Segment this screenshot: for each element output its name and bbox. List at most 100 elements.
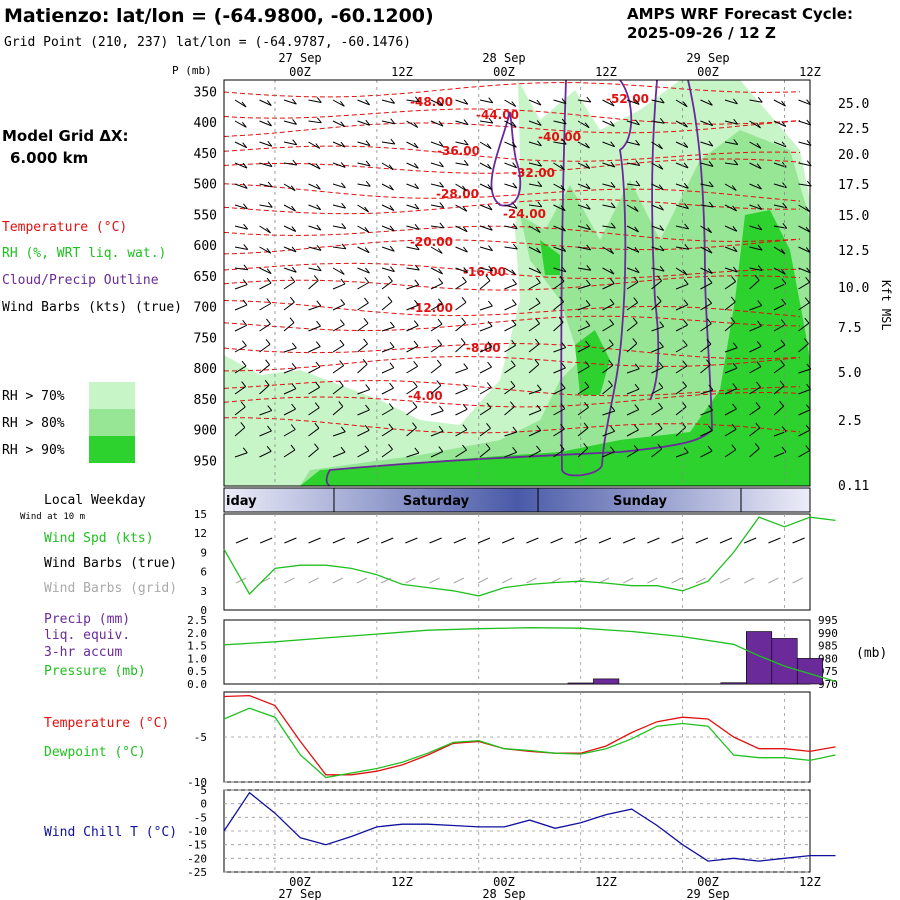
temperature-contour bbox=[223, 391, 801, 408]
wind-barb-true bbox=[719, 537, 733, 544]
wind-barb bbox=[479, 162, 492, 170]
wind-barb-feather bbox=[365, 180, 371, 187]
wind-chill-tick: 0 bbox=[200, 798, 207, 811]
wind-barb-feather bbox=[756, 361, 762, 368]
wind-barb-feather bbox=[534, 338, 540, 345]
wind-barb bbox=[577, 141, 590, 149]
pressure-tick: 750 bbox=[194, 331, 217, 346]
wind-barb bbox=[234, 183, 248, 189]
wind-barb bbox=[724, 267, 738, 273]
wind-barb bbox=[357, 429, 370, 437]
wind-barb-feather bbox=[316, 224, 322, 231]
wind-barb-grid bbox=[332, 577, 344, 584]
wind-barb-grid bbox=[284, 577, 295, 584]
wind-barb bbox=[283, 322, 295, 332]
wind-barb bbox=[332, 385, 344, 395]
wind-barb bbox=[430, 99, 443, 107]
wind-barb-true bbox=[429, 537, 442, 544]
wind-barb-feather bbox=[365, 140, 371, 146]
wind-barb-feather bbox=[534, 359, 540, 365]
wind-barb bbox=[430, 120, 444, 127]
wind-barb bbox=[749, 183, 762, 190]
wind-barb bbox=[724, 347, 738, 353]
wind-barb-feather bbox=[659, 341, 664, 348]
wind-barb bbox=[602, 120, 615, 127]
wind-barb-true bbox=[235, 537, 249, 544]
wind-barb-feather bbox=[561, 138, 567, 145]
wind-barb bbox=[381, 346, 395, 353]
wind-barb-true bbox=[671, 537, 684, 544]
wind-barb bbox=[528, 409, 542, 416]
wind-barb bbox=[773, 283, 787, 290]
wind-barb-feather bbox=[634, 363, 640, 370]
wind-barb bbox=[651, 300, 662, 311]
wind-barb-feather bbox=[463, 119, 469, 125]
wind-barb-feather bbox=[781, 298, 786, 305]
wind-barb bbox=[479, 183, 492, 190]
wind-barb bbox=[626, 368, 640, 374]
temperature-contour bbox=[223, 82, 801, 98]
rh-90-region bbox=[540, 240, 560, 275]
temperature-legend-2: Temperature (°C) bbox=[44, 716, 169, 731]
wind-barb-feather bbox=[511, 121, 517, 128]
wind-barb-feather bbox=[733, 118, 739, 125]
wind-barb bbox=[357, 389, 370, 395]
wind-barb-feather bbox=[365, 384, 371, 390]
wind-barb bbox=[749, 448, 760, 458]
wind-barb bbox=[357, 363, 368, 374]
wind-barb bbox=[406, 162, 419, 169]
wind-barb-feather bbox=[387, 296, 393, 302]
wind-barb bbox=[455, 449, 467, 458]
wind-barb-feather bbox=[389, 245, 395, 252]
wind-barb-feather bbox=[683, 299, 689, 306]
pressure-tick: 950 bbox=[194, 454, 217, 469]
wind-barb-true bbox=[792, 537, 805, 544]
wind-barb-feather bbox=[242, 447, 248, 454]
wind-barb bbox=[357, 183, 371, 187]
wind-barb-feather bbox=[290, 444, 296, 451]
wind-barb-feather bbox=[632, 317, 638, 324]
wind-barb-feather bbox=[732, 362, 738, 369]
wind-barb-feather bbox=[289, 317, 295, 323]
wind-barb-feather bbox=[585, 340, 590, 347]
wind-barb-feather bbox=[683, 142, 689, 148]
wind-barb bbox=[332, 225, 346, 229]
bottom-date-label: 27 Sep bbox=[278, 887, 321, 900]
wind-barb-feather bbox=[635, 180, 641, 187]
wind-barb bbox=[259, 120, 272, 127]
wind-barb bbox=[724, 225, 738, 232]
wind-barb-feather bbox=[733, 159, 739, 166]
wind-barb bbox=[577, 284, 591, 290]
wind-barb bbox=[553, 99, 567, 105]
wind-barb-feather bbox=[559, 444, 565, 450]
hour-label: 00Z bbox=[697, 875, 719, 889]
wind-barb-feather bbox=[757, 183, 762, 190]
panel-frame bbox=[223, 619, 811, 685]
wind-barb-feather bbox=[535, 277, 541, 284]
weekday-label: Saturday bbox=[403, 494, 470, 509]
wind-barb-feather bbox=[388, 403, 394, 409]
wind-barb-feather bbox=[635, 139, 641, 146]
wind-barb bbox=[308, 346, 321, 353]
height-tick: 7.5 bbox=[838, 321, 861, 336]
wind-barb-feather bbox=[363, 338, 368, 345]
wind-barb bbox=[332, 431, 346, 437]
wind-barb-feather bbox=[610, 202, 616, 209]
wind-barb-feather bbox=[756, 340, 762, 347]
wind-barb bbox=[626, 225, 639, 233]
wind-barb-feather bbox=[290, 424, 296, 430]
wind-barb-feather bbox=[561, 362, 566, 369]
wind-barb-feather bbox=[586, 244, 592, 251]
wind-barb bbox=[357, 343, 368, 353]
wind-barb-feather bbox=[242, 319, 248, 326]
wind-barb bbox=[430, 246, 443, 254]
wind-barb-feather bbox=[266, 277, 272, 284]
wind-barb bbox=[283, 281, 296, 290]
wind-barb bbox=[479, 267, 493, 272]
wind-barb bbox=[553, 408, 566, 416]
wind-barb-grid bbox=[792, 577, 803, 584]
wind-barb bbox=[259, 183, 273, 188]
wind-barb bbox=[626, 246, 640, 253]
wind-barb bbox=[504, 183, 518, 189]
wind-barb-feather bbox=[560, 382, 566, 389]
